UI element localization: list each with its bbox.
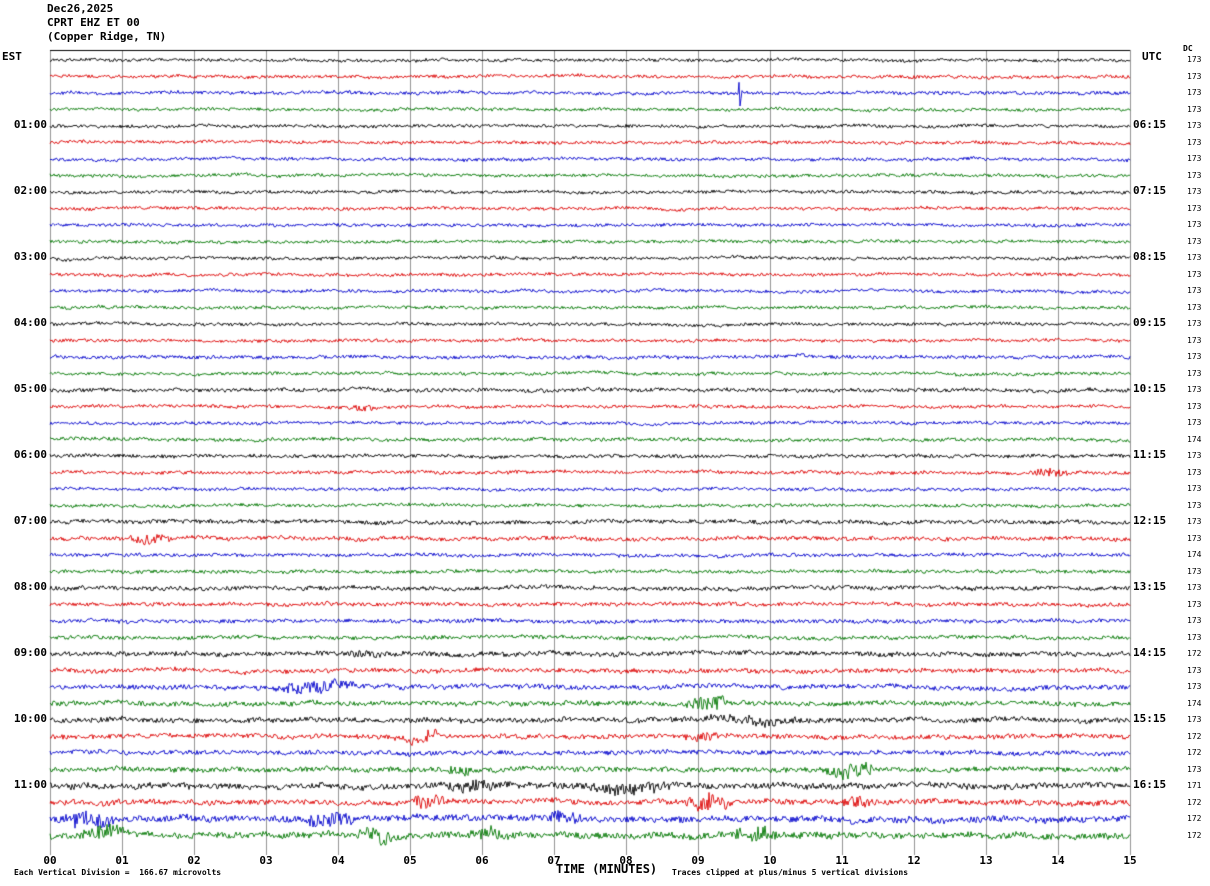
dc-value: 173 [1187,517,1202,526]
left-time-label: 09:00 [13,646,47,659]
left-time-label: 05:00 [13,382,47,395]
dc-value: 173 [1187,352,1202,361]
dc-value: 172 [1187,830,1202,840]
x-tick-label: 15 [1123,854,1137,867]
x-tick-label: 03 [259,854,273,867]
x-tick-label: 04 [331,854,345,867]
left-time-label: 02:00 [13,184,47,197]
clip-note: Traces clipped at plus/minus 5 vertical … [672,868,909,877]
scale-note: Each Vertical Division = 166.67 microvol… [14,868,222,877]
x-tick-label: 11 [835,854,849,867]
dc-value: 173 [1187,253,1202,262]
dc-value: 173 [1187,302,1202,312]
dc-value: 173 [1187,154,1202,163]
x-tick-label: 10 [763,854,777,867]
dc-value: 173 [1187,665,1202,675]
right-time-label: 15:15 [1133,712,1167,725]
dc-value: 172 [1187,814,1202,823]
left-time-label: 11:00 [13,778,47,791]
right-time-label: 09:15 [1133,316,1167,329]
title-location: (Copper Ridge, TN) [47,30,167,43]
x-tick-label: 01 [115,854,129,867]
dc-value: 172 [1187,748,1202,757]
title-station: CPRT EHZ ET 00 [47,16,140,29]
right-time-label: 16:15 [1133,778,1167,791]
dc-value: 173 [1187,137,1202,147]
dc-value: 172 [1187,797,1202,807]
dc-value: 173 [1187,269,1202,279]
dc-value: 173 [1187,583,1202,592]
dc-value: 173 [1187,88,1202,97]
left-time-label: 08:00 [13,580,47,593]
dc-value: 173 [1187,335,1202,345]
dc-value: 174 [1187,550,1202,559]
right-time-label: 14:15 [1133,646,1167,659]
dc-value: 173 [1187,385,1202,394]
title-date: Dec26,2025 [47,2,114,15]
left-time-label: 06:00 [13,448,47,461]
dc-value: 173 [1187,71,1202,81]
dc-value: 173 [1187,203,1202,213]
x-tick-label: 12 [907,854,921,867]
dc-value: 173 [1187,236,1202,246]
dc-header: DC [1183,44,1193,53]
dc-value: 174 [1187,698,1202,708]
dc-value: 172 [1187,731,1202,741]
dc-value: 173 [1187,467,1202,477]
left-axis-header: EST [2,50,22,63]
dc-value: 171 [1187,781,1202,790]
dc-value: 173 [1187,368,1202,378]
dc-value: 173 [1187,566,1202,576]
x-tick-label: 05 [403,854,417,867]
x-tick-label: 00 [43,854,57,867]
dc-value: 173 [1187,484,1202,493]
right-time-label: 10:15 [1133,382,1167,395]
dc-value: 173 [1187,187,1202,196]
x-tick-label: 08 [619,854,633,867]
dc-value: 173 [1187,401,1202,411]
dc-value: 173 [1187,682,1202,691]
right-time-label: 11:15 [1133,448,1167,461]
dc-value: 173 [1187,599,1202,609]
dc-value: 173 [1187,632,1202,642]
dc-value: 173 [1187,533,1202,543]
right-time-label: 12:15 [1133,514,1167,527]
left-time-label: 10:00 [13,712,47,725]
x-tick-label: 14 [1051,854,1065,867]
dc-value: 174 [1187,434,1202,444]
x-tick-label: 02 [187,854,201,867]
right-time-label: 07:15 [1133,184,1167,197]
right-time-label: 06:15 [1133,118,1167,131]
left-time-label: 07:00 [13,514,47,527]
dc-value: 173 [1187,764,1202,774]
x-tick-label: 06 [475,854,489,867]
dc-value: 173 [1187,286,1202,295]
x-axis-title: TIME (MINUTES) [556,862,658,876]
left-time-label: 01:00 [13,118,47,131]
dc-value: 173 [1187,500,1202,510]
x-tick-label: 07 [547,854,561,867]
dc-value: 173 [1187,616,1202,625]
dc-value: 173 [1187,55,1202,64]
right-time-label: 13:15 [1133,580,1167,593]
left-time-label: 04:00 [13,316,47,329]
dc-value: 172 [1187,649,1202,658]
dc-value: 173 [1187,451,1202,460]
dc-value: 173 [1187,418,1202,427]
x-tick-label: 13 [979,854,993,867]
right-time-label: 08:15 [1133,250,1167,263]
dc-value: 173 [1187,104,1202,114]
dc-value: 173 [1187,170,1202,180]
right-axis-header: UTC [1142,50,1162,63]
dc-value: 173 [1187,220,1202,229]
dc-value: 173 [1187,715,1202,724]
left-time-label: 03:00 [13,250,47,263]
dc-value: 173 [1187,319,1202,328]
dc-value: 173 [1187,121,1202,130]
x-tick-label: 09 [691,854,705,867]
